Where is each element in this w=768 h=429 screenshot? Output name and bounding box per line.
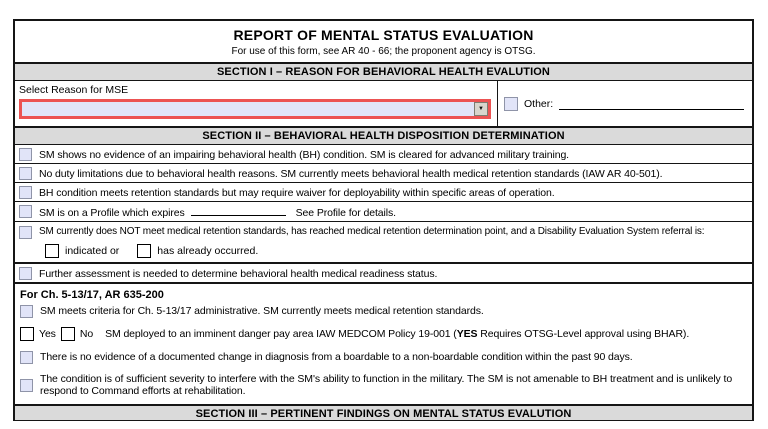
further-assessment-checkbox[interactable] xyxy=(19,267,32,280)
des-referral-options: indicated or has already occurred. xyxy=(45,244,746,258)
row-text: Further assessment is needed to determin… xyxy=(39,268,438,280)
row-no-duty-limitations: No duty limitations due to behavioral he… xyxy=(15,164,752,183)
no-diagnosis-change-checkbox[interactable] xyxy=(20,351,33,364)
section2-header: SECTION II – BEHAVIORAL HEALTH DISPOSITI… xyxy=(15,128,752,145)
row-meets-ch-criteria: SM meets criteria for Ch. 5-13/17 admini… xyxy=(20,305,745,318)
already-occurred-label: has already occurred. xyxy=(157,245,259,257)
indicated-label: indicated or xyxy=(65,245,120,257)
other-checkbox[interactable] xyxy=(504,96,518,111)
deployed-yes-checkbox[interactable] xyxy=(20,327,34,341)
row-text: SM is on a Profile which expires See Prof… xyxy=(39,205,396,219)
row-text: SM currently does NOT meet medical reten… xyxy=(39,226,705,237)
form-header: REPORT OF MENTAL STATUS EVALUATION For u… xyxy=(15,21,752,64)
deployed-yes-label: Yes xyxy=(39,328,56,340)
row-text: The condition is of sufficient severity … xyxy=(40,373,733,397)
row-text: SM meets criteria for Ch. 5-13/17 admini… xyxy=(40,305,484,317)
yes-bold-emphasis: YES xyxy=(456,328,478,340)
row-text: No duty limitations due to behavioral he… xyxy=(39,168,663,180)
mse-form: REPORT OF MENTAL STATUS EVALUATION For u… xyxy=(13,19,754,421)
row-des-referral: SM currently does NOT meet medical reten… xyxy=(15,222,752,264)
dropdown-arrow-icon[interactable]: ▼ xyxy=(474,102,488,116)
row-text: SM deployed to an imminent danger pay ar… xyxy=(105,328,690,340)
row-no-diagnosis-change: There is no evidence of a documented cha… xyxy=(20,351,745,364)
no-duty-limitations-checkbox[interactable] xyxy=(19,167,32,180)
row-no-impairing-bh: SM shows no evidence of an impairing beh… xyxy=(15,145,752,164)
chapter-5-13-17-subsection: For Ch. 5-13/17, AR 635-200 SM meets cri… xyxy=(15,284,752,404)
profile-text-suffix: See Profile for details. xyxy=(295,207,396,219)
section1-body: Select Reason for MSE ▼ Other: xyxy=(15,81,752,128)
no-impairing-bh-checkbox[interactable] xyxy=(19,148,32,161)
row-text: There is no evidence of a documented cha… xyxy=(40,351,633,363)
reason-for-mse-cell: Select Reason for MSE ▼ xyxy=(15,81,497,126)
other-label: Other: xyxy=(524,97,554,110)
indicated-checkbox[interactable] xyxy=(45,244,59,258)
meets-ch-criteria-checkbox[interactable] xyxy=(20,305,33,318)
des-referral-checkbox[interactable] xyxy=(19,226,32,239)
row-text: SM shows no evidence of an impairing beh… xyxy=(39,149,570,161)
profile-checkbox[interactable] xyxy=(19,205,32,218)
section3-header: SECTION III – PERTINENT FINDINGS ON MENT… xyxy=(15,404,752,421)
form-title: REPORT OF MENTAL STATUS EVALUATION xyxy=(233,27,534,43)
row-text: BH condition meets retention standards b… xyxy=(39,187,555,199)
row-profile-expires: SM is on a Profile which expires See Prof… xyxy=(15,202,752,222)
deployed-no-checkbox[interactable] xyxy=(60,327,75,341)
condition-severity-checkbox[interactable] xyxy=(20,378,33,392)
other-reason-cell: Other: xyxy=(497,81,752,126)
chapter-heading: For Ch. 5-13/17, AR 635-200 xyxy=(20,289,164,301)
row-further-assessment: Further assessment is needed to determin… xyxy=(15,264,752,284)
section1-header: SECTION I – REASON FOR BEHAVIORAL HEALTH… xyxy=(15,64,752,81)
already-occurred-checkbox[interactable] xyxy=(137,244,152,258)
bh-waiver-checkbox[interactable] xyxy=(19,186,32,199)
profile-text-prefix: SM is on a Profile which expires xyxy=(39,207,185,219)
profile-expires-input[interactable] xyxy=(190,206,286,216)
reason-for-mse-dropdown[interactable]: ▼ xyxy=(19,99,491,119)
select-reason-label: Select Reason for MSE xyxy=(19,84,129,96)
deployed-no-label: No xyxy=(79,328,94,340)
form-subtitle: For use of this form, see AR 40 - 66; th… xyxy=(231,46,536,57)
row-condition-severity: The condition is of sufficient severity … xyxy=(20,373,745,397)
other-input[interactable] xyxy=(559,97,744,110)
row-deployed-imminent-danger: Yes No SM deployed to an imminent danger… xyxy=(20,327,745,341)
row-bh-waiver: BH condition meets retention standards b… xyxy=(15,183,752,202)
